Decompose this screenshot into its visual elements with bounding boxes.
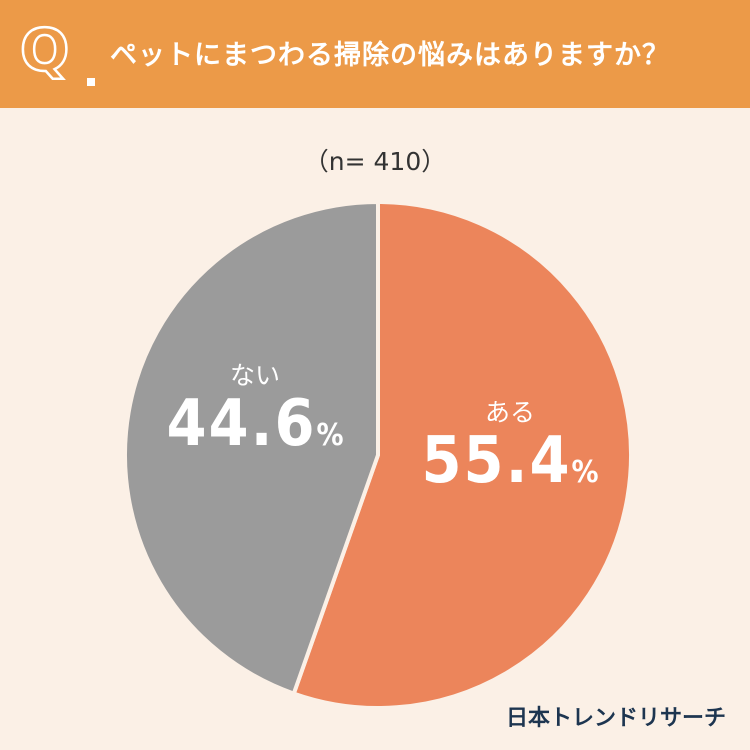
slice-name-aru: ある	[484, 398, 535, 427]
slice-value-nai: 44.6%	[166, 387, 344, 461]
slice-label-nai: ない 44.6%	[155, 356, 355, 456]
brand-logo: 日本トレンドリサーチ	[505, 706, 726, 731]
slice-name-nai: ない	[229, 361, 280, 390]
question-title: ペットにまつわる掃除の悩みはありますか？	[110, 40, 670, 71]
slice-label-aru: ある 55.4%	[410, 393, 610, 493]
pie-slice-nai	[123, 200, 380, 696]
slice-value-aru: 55.4%	[421, 424, 599, 498]
q-dot	[87, 78, 95, 86]
header-banner: Q ペットにまつわる掃除の悩みはありますか？	[0, 0, 750, 108]
sample-size: （n= 410）	[303, 147, 447, 176]
q-letter-icon: Q	[19, 16, 71, 84]
